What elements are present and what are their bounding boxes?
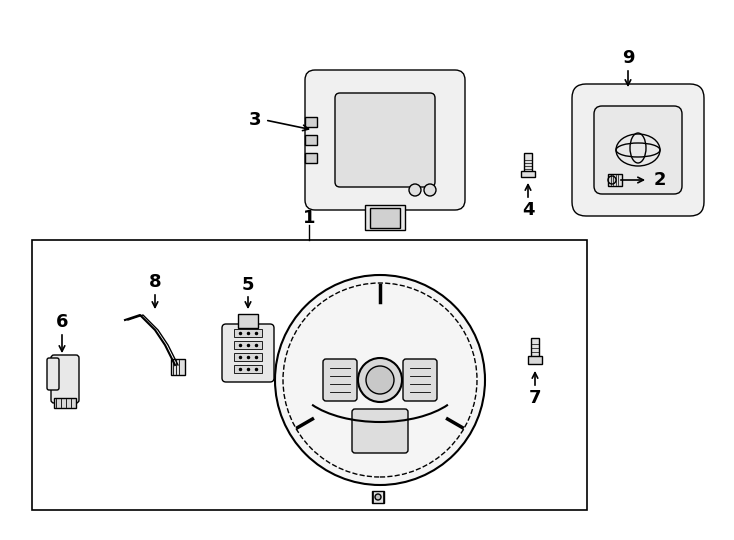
Text: 6: 6 (56, 313, 68, 331)
Circle shape (608, 176, 616, 184)
Circle shape (358, 358, 402, 402)
Circle shape (302, 302, 458, 458)
Bar (528, 356, 542, 364)
Text: 9: 9 (622, 49, 634, 67)
Bar (608, 174, 622, 186)
Text: 7: 7 (528, 389, 541, 407)
Circle shape (375, 494, 381, 500)
Text: 4: 4 (522, 201, 534, 219)
Bar (372, 491, 384, 503)
Bar (305, 135, 317, 145)
Bar (171, 359, 185, 375)
FancyBboxPatch shape (51, 355, 79, 403)
Bar (234, 329, 262, 337)
FancyBboxPatch shape (594, 106, 682, 194)
Circle shape (283, 283, 477, 477)
Bar (32, 240, 587, 510)
FancyBboxPatch shape (572, 84, 704, 216)
Bar (524, 153, 532, 173)
Bar (370, 208, 400, 228)
FancyBboxPatch shape (47, 358, 59, 390)
FancyBboxPatch shape (335, 93, 435, 187)
Text: 3: 3 (249, 111, 261, 129)
Bar (305, 117, 317, 127)
Bar (531, 338, 539, 358)
Text: 8: 8 (149, 273, 161, 291)
Bar (234, 365, 262, 373)
Bar (521, 171, 535, 177)
FancyBboxPatch shape (305, 70, 465, 210)
Bar (54, 398, 76, 408)
Bar (234, 341, 262, 349)
Circle shape (275, 275, 485, 485)
Circle shape (424, 184, 436, 196)
Text: 2: 2 (654, 171, 666, 189)
Circle shape (366, 366, 394, 394)
FancyBboxPatch shape (323, 359, 357, 401)
Bar (234, 353, 262, 361)
FancyBboxPatch shape (352, 409, 408, 453)
Text: 1: 1 (302, 209, 315, 227)
FancyBboxPatch shape (403, 359, 437, 401)
Bar (305, 153, 317, 163)
Bar (365, 205, 405, 230)
Circle shape (409, 184, 421, 196)
Text: 5: 5 (241, 276, 254, 294)
Bar (238, 314, 258, 328)
FancyBboxPatch shape (222, 324, 274, 382)
